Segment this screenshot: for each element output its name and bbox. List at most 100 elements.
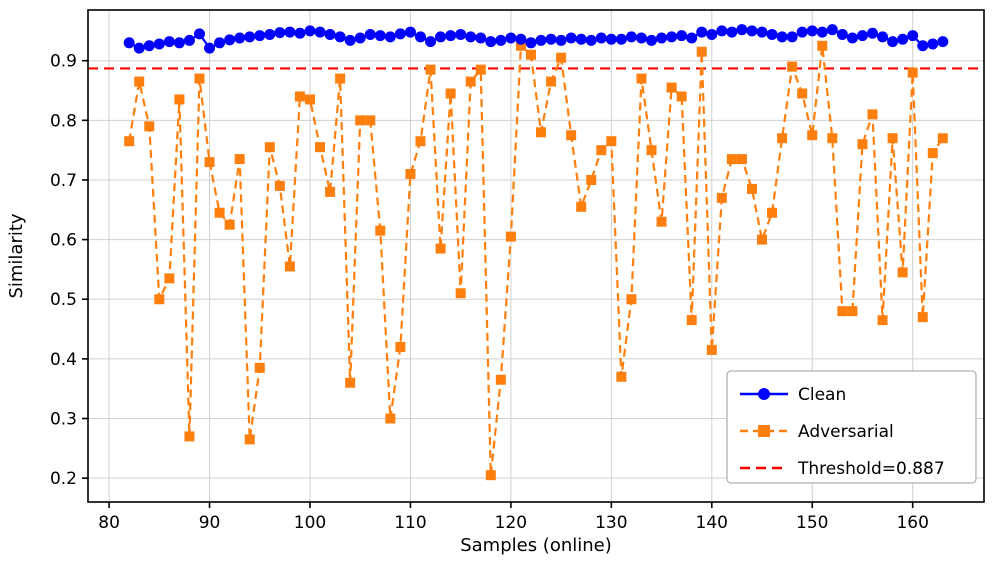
clean-marker (696, 26, 708, 38)
clean-marker (766, 28, 778, 40)
adversarial-marker (254, 362, 265, 373)
legend-label-threshold: Threshold=0.887 (797, 459, 945, 479)
y-tick-label: 0.3 (50, 410, 77, 430)
clean-marker (937, 36, 949, 48)
adversarial-marker (887, 133, 898, 144)
clean-marker (555, 34, 567, 46)
clean-marker (384, 31, 396, 43)
legend-label-clean: Clean (798, 385, 846, 405)
adversarial-marker (234, 154, 245, 165)
clean-marker (173, 37, 185, 49)
clean-marker (927, 38, 939, 50)
adversarial-marker (335, 73, 346, 84)
adversarial-marker (536, 127, 547, 138)
adversarial-marker (405, 169, 416, 179)
clean-marker (826, 24, 838, 36)
clean-marker (294, 27, 306, 39)
adversarial-marker (505, 231, 516, 242)
adversarial-marker (797, 88, 808, 99)
adversarial-line (128, 43, 944, 476)
adversarial-marker (495, 374, 506, 385)
x-tick-label: 80 (98, 513, 120, 533)
adversarial-marker (807, 130, 818, 141)
clean-marker (635, 32, 647, 44)
adversarial-marker (847, 306, 858, 317)
adversarial-marker (706, 344, 717, 355)
clean-marker (153, 38, 165, 50)
adversarial-marker (415, 136, 426, 147)
adversarial-marker (435, 243, 446, 254)
adversarial-marker (927, 148, 938, 159)
clean-marker (756, 26, 768, 38)
clean-marker (867, 27, 879, 39)
adversarial-marker (656, 216, 667, 227)
adversarial-marker (184, 431, 195, 442)
adversarial-marker (596, 145, 607, 156)
adversarial-marker (395, 341, 406, 352)
clean-marker (786, 31, 798, 43)
clean-marker (706, 28, 718, 40)
adversarial-marker (204, 157, 215, 168)
x-tick-label: 160 (896, 513, 928, 533)
clean-marker (565, 32, 577, 44)
clean-marker (374, 30, 386, 42)
clean-marker (897, 33, 909, 45)
legend: Clean Adversarial Threshold=0.887 (726, 370, 977, 484)
legend-label-adversarial: Adversarial (798, 422, 894, 442)
adversarial-marker (817, 40, 828, 51)
adversarial-marker (375, 225, 386, 236)
clean-marker (505, 32, 517, 44)
adversarial-marker (757, 234, 768, 245)
adversarial-marker (144, 121, 155, 132)
clean-marker (917, 40, 929, 52)
y-tick-label: 0.2 (50, 469, 77, 489)
clean-marker (364, 28, 376, 40)
clean-marker (254, 30, 266, 42)
adversarial-marker (425, 64, 436, 75)
adversarial-marker (445, 88, 456, 99)
clean-marker (836, 28, 848, 40)
clean-marker (445, 30, 457, 42)
clean-marker (324, 28, 336, 40)
adversarial-marker (867, 109, 878, 120)
clean-marker (344, 34, 356, 46)
clean-marker (244, 31, 256, 43)
adversarial-marker (787, 61, 798, 72)
clean-marker (354, 32, 366, 44)
clean-marker (304, 25, 316, 37)
y-tick-label: 0.9 (50, 52, 77, 72)
adversarial-marker (827, 133, 838, 144)
clean-marker (646, 34, 658, 46)
clean-marker (806, 25, 818, 37)
adversarial-marker (274, 180, 285, 191)
adversarial-marker (646, 145, 657, 156)
adversarial-marker (264, 142, 275, 153)
clean-marker (716, 25, 728, 37)
x-tick-label: 100 (294, 513, 326, 533)
adversarial-marker (566, 130, 577, 141)
clean-marker (183, 34, 195, 46)
adversarial-marker (224, 219, 235, 230)
clean-marker (284, 26, 296, 38)
y-tick-label: 0.7 (50, 171, 77, 191)
adversarial-marker (174, 94, 185, 105)
adversarial-marker (244, 434, 255, 445)
plot-border (87, 9, 985, 503)
adversarial-marker (897, 267, 908, 278)
adversarial-marker (134, 76, 145, 87)
y-axis-label: Similarity (6, 213, 27, 298)
clean-marker (163, 36, 175, 48)
clean-marker (485, 36, 497, 48)
adversarial-marker (696, 46, 707, 57)
adversarial-marker (686, 315, 697, 326)
adversarial-marker (626, 294, 637, 305)
adversarial-marker (525, 49, 536, 60)
clean-marker (746, 25, 758, 37)
x-tick-label: 140 (696, 513, 728, 533)
clean-marker (796, 26, 808, 38)
clean-marker (193, 28, 205, 40)
adversarial-marker (746, 183, 757, 194)
x-tick-label: 150 (796, 513, 828, 533)
